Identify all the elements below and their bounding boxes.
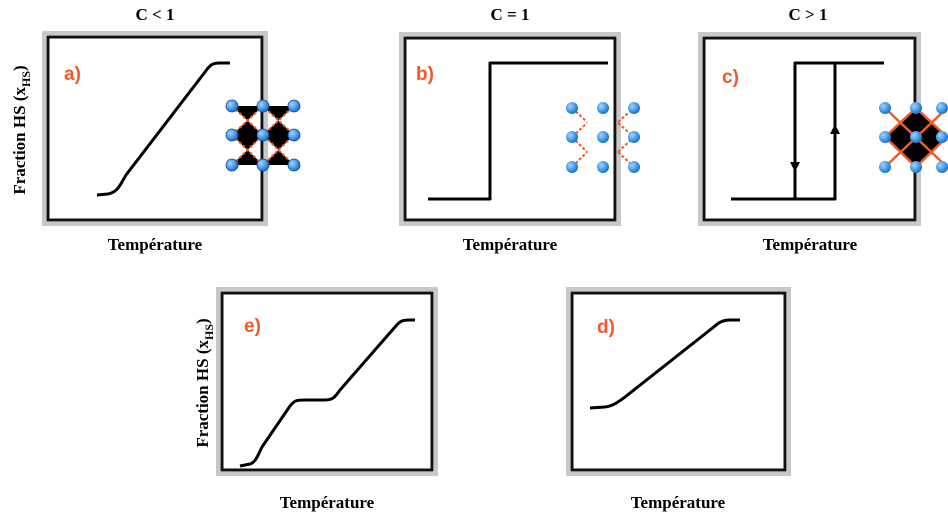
condition: C > 1 bbox=[789, 5, 828, 24]
condition: C < 1 bbox=[136, 5, 175, 24]
y-label-suffix: ) bbox=[10, 65, 29, 71]
frames bbox=[42, 31, 921, 476]
panel-label: c) bbox=[722, 67, 739, 88]
x-label: Température bbox=[108, 235, 203, 254]
curve bbox=[428, 61, 608, 201]
lattice bbox=[879, 102, 948, 173]
y-label-text: Fraction HS (x bbox=[193, 340, 212, 448]
x-label: Température bbox=[631, 493, 726, 512]
lattice bbox=[566, 102, 640, 173]
x-label: Température bbox=[463, 235, 558, 254]
arrows bbox=[790, 124, 840, 172]
x-label: Température bbox=[763, 235, 858, 254]
y-label: Fraction HS (xHS) bbox=[193, 318, 216, 447]
y-label-subscript: HS bbox=[19, 71, 33, 87]
x-label: Température bbox=[280, 493, 375, 512]
panel-label: a) bbox=[64, 64, 81, 85]
curve bbox=[239, 318, 415, 468]
panel-label: b) bbox=[416, 64, 434, 85]
panel-label: e) bbox=[244, 316, 261, 337]
y-label-subscript: HS bbox=[202, 324, 216, 340]
panel-label: d) bbox=[597, 317, 615, 338]
lattice bbox=[225, 99, 301, 172]
y-label-suffix: ) bbox=[193, 318, 212, 324]
curve bbox=[731, 61, 884, 201]
curve bbox=[96, 61, 230, 197]
y-label-text: Fraction HS (x bbox=[10, 87, 29, 195]
curve bbox=[589, 318, 740, 410]
condition: C = 1 bbox=[491, 5, 530, 24]
y-label: Fraction HS (xHS) bbox=[10, 65, 33, 194]
